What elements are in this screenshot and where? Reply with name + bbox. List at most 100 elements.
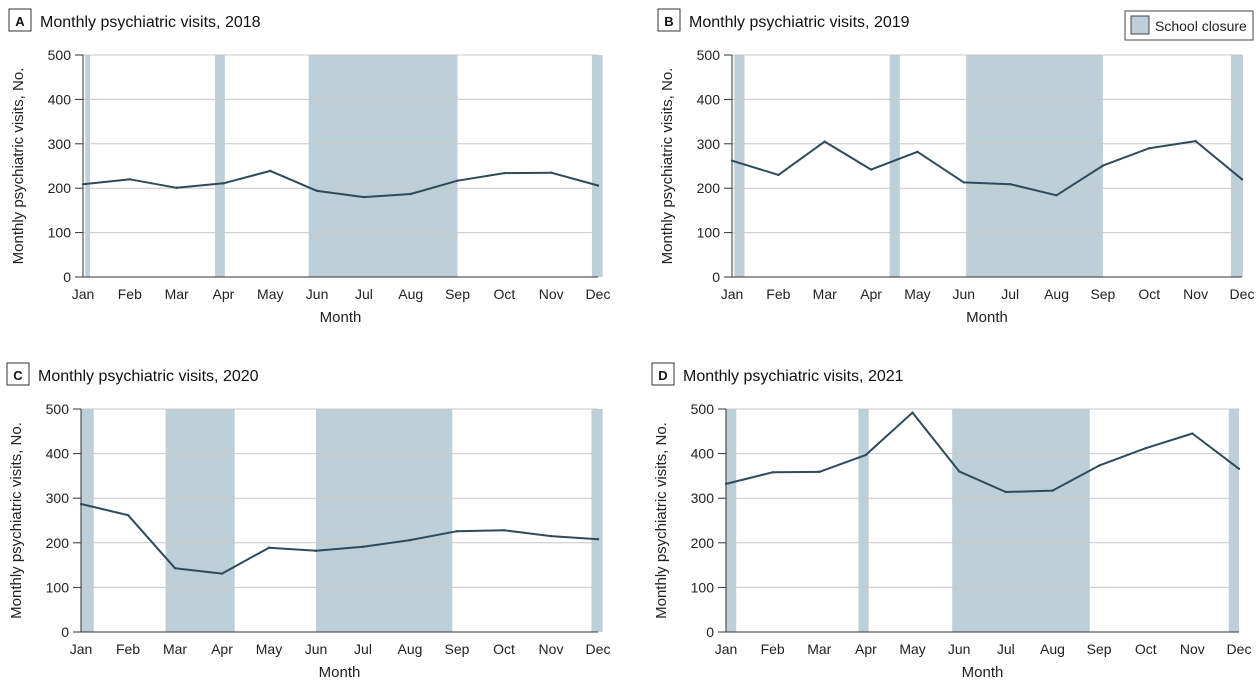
y-tick-label: 500 <box>46 401 70 417</box>
chart-panel-d: D Monthly psychiatric visits, 2021 0 100 200… <box>651 362 1252 680</box>
x-tick-label: Aug <box>398 286 423 302</box>
panel-title: Monthly psychiatric visits, 2018 <box>40 14 261 31</box>
x-tick-label: Nov <box>1183 286 1208 302</box>
data-point-jan <box>81 183 85 186</box>
x-tick-label: Jan <box>721 286 744 302</box>
x-tick-label: Aug <box>398 641 423 657</box>
x-tick-label: Sep <box>445 641 470 657</box>
x-tick-label: Dec <box>1230 286 1255 302</box>
x-tick-label: Mar <box>165 286 189 302</box>
series-line-visits <box>80 503 599 575</box>
panel-letter: A <box>15 14 25 29</box>
x-tick-label: Oct <box>493 641 515 657</box>
x-tick-label: Sep <box>445 286 470 302</box>
y-tick-label: 0 <box>63 269 71 285</box>
data-point-may <box>267 546 271 549</box>
closure-band <box>165 409 235 632</box>
data-point-dec <box>596 184 600 187</box>
y-axis-title: Monthly psychiatric visits, No. <box>8 422 25 619</box>
y-tick-label: 100 <box>691 579 715 595</box>
x-tick-label: Jul <box>354 641 372 657</box>
x-tick-label: May <box>256 641 282 657</box>
closure-band <box>591 55 603 277</box>
closure-band <box>858 409 869 632</box>
closure-band <box>85 55 91 277</box>
x-tick-label: Dec <box>586 641 611 657</box>
data-point-jul <box>361 545 365 549</box>
x-tick-label: Jan <box>70 641 93 657</box>
x-tick-label: Nov <box>1180 641 1205 657</box>
y-tick-label: 500 <box>691 401 715 417</box>
data-point-mar <box>175 186 178 189</box>
data-point-jun <box>962 181 966 184</box>
x-tick-label: Sep <box>1090 286 1115 302</box>
y-tick-label: 0 <box>61 624 69 640</box>
closure-band <box>726 409 737 632</box>
data-point-feb <box>128 178 132 181</box>
data-point-may <box>916 150 919 153</box>
data-point-aug <box>408 538 412 542</box>
data-point-aug <box>1055 194 1058 197</box>
data-point-mar <box>823 140 826 143</box>
x-axis-title: Month <box>962 664 1004 680</box>
data-point-oct <box>1148 147 1151 150</box>
x-tick-label: Aug <box>1040 641 1065 657</box>
x-tick-label: Mar <box>807 641 831 657</box>
data-point-sep <box>456 179 459 182</box>
data-point-jun <box>957 470 961 473</box>
x-axis-title: Month <box>966 309 1008 326</box>
y-tick-label: 400 <box>691 446 715 462</box>
x-tick-label: Oct <box>493 286 515 302</box>
y-tick-label: 300 <box>48 136 72 152</box>
data-point-aug <box>409 192 412 196</box>
x-tick-label: Sep <box>1087 641 1112 657</box>
y-tick-label: 0 <box>706 624 714 640</box>
y-tick-label: 400 <box>697 91 721 107</box>
panel-letter: B <box>664 14 673 29</box>
x-tick-label: Apr <box>860 286 882 302</box>
data-point-oct <box>502 529 506 532</box>
x-tick-label: Oct <box>1135 641 1157 657</box>
x-tick-label: Jul <box>997 641 1015 657</box>
data-point-jan <box>724 482 728 486</box>
y-tick-label: 100 <box>697 225 721 241</box>
closure-band <box>1228 409 1239 632</box>
x-tick-label: Oct <box>1138 286 1160 302</box>
x-tick-label: May <box>904 286 930 302</box>
data-point-jan <box>730 159 734 162</box>
closure-band <box>215 55 225 277</box>
y-axis-title: Monthly psychiatric visits, No. <box>653 422 670 619</box>
data-point-feb <box>777 173 780 177</box>
x-tick-label: Jun <box>306 286 329 302</box>
y-tick-label: 500 <box>697 47 721 63</box>
x-axis-title: Month <box>319 664 361 680</box>
x-tick-label: Jan <box>715 641 738 657</box>
chart-legend: School closure <box>1124 10 1254 41</box>
x-tick-label: Nov <box>539 286 564 302</box>
y-tick-label: 300 <box>697 136 721 152</box>
data-point-apr <box>869 168 873 171</box>
x-tick-label: May <box>257 286 283 302</box>
x-tick-label: Jun <box>305 641 328 657</box>
x-tick-label: Dec <box>586 286 611 302</box>
panel-letter-box <box>8 8 32 32</box>
closure-band <box>81 409 94 632</box>
x-tick-label: Jun <box>948 641 971 657</box>
data-point-nov <box>549 171 553 174</box>
data-point-dec <box>596 538 600 541</box>
y-tick-label: 300 <box>691 490 715 506</box>
y-tick-label: 100 <box>48 225 72 241</box>
x-tick-label: Apr <box>213 286 235 302</box>
y-tick-label: 200 <box>48 180 72 196</box>
x-tick-label: Dec <box>1227 641 1252 657</box>
data-point-jun <box>315 189 319 193</box>
closure-band <box>316 409 453 632</box>
data-point-may <box>911 411 914 414</box>
closure-band <box>952 409 1090 632</box>
data-point-mar <box>173 567 177 570</box>
closure-band <box>889 55 900 277</box>
y-tick-label: 400 <box>46 446 70 462</box>
y-tick-label: 200 <box>697 180 721 196</box>
x-tick-label: Jun <box>953 286 976 302</box>
